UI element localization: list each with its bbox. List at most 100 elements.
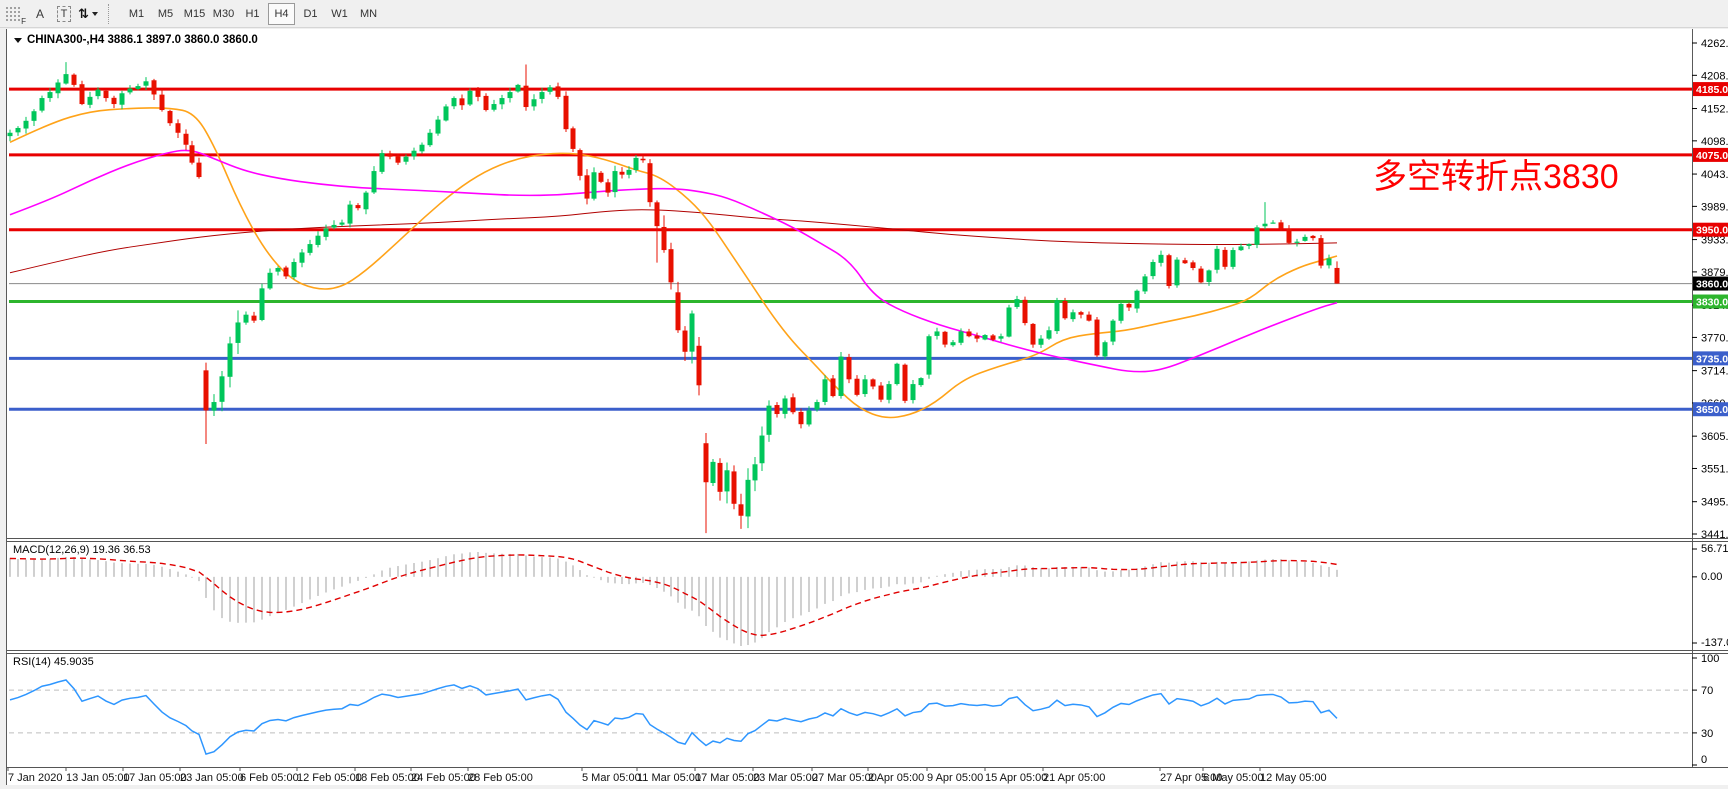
candle [1014, 299, 1020, 307]
candle [1254, 227, 1260, 245]
timeframe-toolbar: M1 M5 M15 M30 H1 H4 D1 W1 MN [122, 2, 383, 25]
candle [1318, 238, 1324, 266]
candle [633, 157, 639, 171]
symbol-dropdown-icon[interactable] [14, 37, 22, 43]
candle [902, 364, 908, 401]
timeframe-button-H4[interactable]: H4 [268, 2, 295, 25]
macd-axis-label: 0.00 [1701, 571, 1722, 583]
candle [499, 98, 505, 105]
candle [814, 402, 820, 410]
candle [668, 249, 674, 283]
price-badges: 4185.0 4075.0 3950.0 3860.0 3830.0 3735.0 3650… [1693, 82, 1728, 417]
candle [822, 379, 828, 402]
candle [539, 92, 545, 99]
candle [419, 144, 425, 152]
timeframe-button-M1[interactable]: M1 [128, 7, 145, 20]
candle [654, 202, 660, 227]
timeframe-button-M30[interactable]: M30 [212, 7, 235, 20]
candle [1310, 235, 1316, 239]
candle [127, 88, 133, 93]
candle [982, 335, 988, 340]
time-tick-label: 23 Jan 05:00 [180, 772, 244, 784]
candle [547, 87, 553, 92]
rsi-value: 45.9035 [53, 656, 94, 668]
toolbar-grip-icon[interactable]: F [5, 6, 26, 26]
candle [724, 470, 730, 492]
candle [483, 95, 489, 111]
candle [1294, 241, 1300, 243]
candle [259, 288, 265, 320]
candle [403, 156, 409, 162]
timeframe-button-D1[interactable]: D1 [303, 7, 318, 20]
candle [703, 443, 709, 483]
time-tick-label: 9 Apr 05:00 [927, 772, 983, 784]
candle [235, 322, 241, 343]
candle [577, 150, 583, 176]
candle [1030, 323, 1036, 345]
candle [717, 462, 723, 492]
candle [87, 96, 93, 105]
candle [379, 153, 385, 172]
price-tick-label: 3605.0 [1701, 431, 1728, 443]
candle [830, 378, 836, 397]
candle [870, 379, 876, 387]
price-badge-3950.0: 3950.0 [1696, 225, 1728, 237]
toolbar-separator [108, 3, 116, 24]
timeframe-button-W1[interactable]: W1 [331, 7, 348, 20]
timeframe-button-M15[interactable]: M15 [183, 7, 206, 20]
text-box-tool-button[interactable]: T [53, 3, 75, 25]
timeframe-button-M5[interactable]: M5 [157, 7, 174, 20]
time-tick-label: 6 May 05:00 [1203, 772, 1264, 784]
candle [1278, 222, 1284, 229]
candle [243, 314, 249, 323]
candle [151, 80, 157, 95]
candle [1262, 223, 1268, 227]
text-label-tool-button[interactable]: A [35, 6, 44, 21]
candle [1206, 270, 1212, 282]
price-tick-label: 4262.0 [1701, 38, 1728, 50]
ma-magenta-line [9, 149, 1338, 373]
candle [950, 342, 956, 346]
time-tick-label: 12 Feb 05:00 [297, 772, 362, 784]
candle [1230, 250, 1236, 267]
dropdown-caret-icon [91, 11, 98, 16]
candle [71, 74, 77, 85]
candle [1070, 312, 1076, 320]
candle [1190, 262, 1196, 269]
macd-histogram [9, 552, 1338, 646]
timeframe-button-MN[interactable]: MN [359, 7, 378, 20]
candle [1118, 303, 1124, 321]
candle [942, 331, 948, 345]
candle [275, 268, 281, 272]
candle [766, 405, 772, 435]
candle [689, 313, 695, 352]
candle [555, 86, 561, 97]
timeframe-button-H1[interactable]: H1 [245, 7, 260, 20]
candle [682, 330, 688, 352]
candle [862, 379, 868, 395]
candle [1238, 246, 1244, 251]
candle [738, 504, 744, 516]
macd-axis-label: 56.71 [1701, 543, 1728, 555]
candle [475, 89, 481, 97]
time-tick-label: 11 Mar 05:00 [637, 772, 701, 784]
candle [175, 123, 181, 133]
candle [387, 153, 393, 157]
price-tick-label: 4098.5 [1701, 136, 1728, 148]
candle [507, 92, 513, 99]
candle [395, 156, 401, 163]
candle [95, 89, 101, 97]
candle [584, 175, 590, 199]
candle [1150, 262, 1156, 277]
price-annotation-text: 多空转折点3830 [1373, 158, 1619, 196]
candle [1158, 254, 1164, 263]
candle [267, 272, 273, 289]
candle [167, 110, 173, 124]
price-tick-label: 4208.0 [1701, 70, 1728, 82]
candle [15, 127, 21, 133]
candle [427, 132, 433, 146]
candle [219, 376, 225, 402]
arrange-tool-button[interactable]: ⇅ [77, 3, 99, 25]
ma-darkred [9, 209, 1338, 274]
